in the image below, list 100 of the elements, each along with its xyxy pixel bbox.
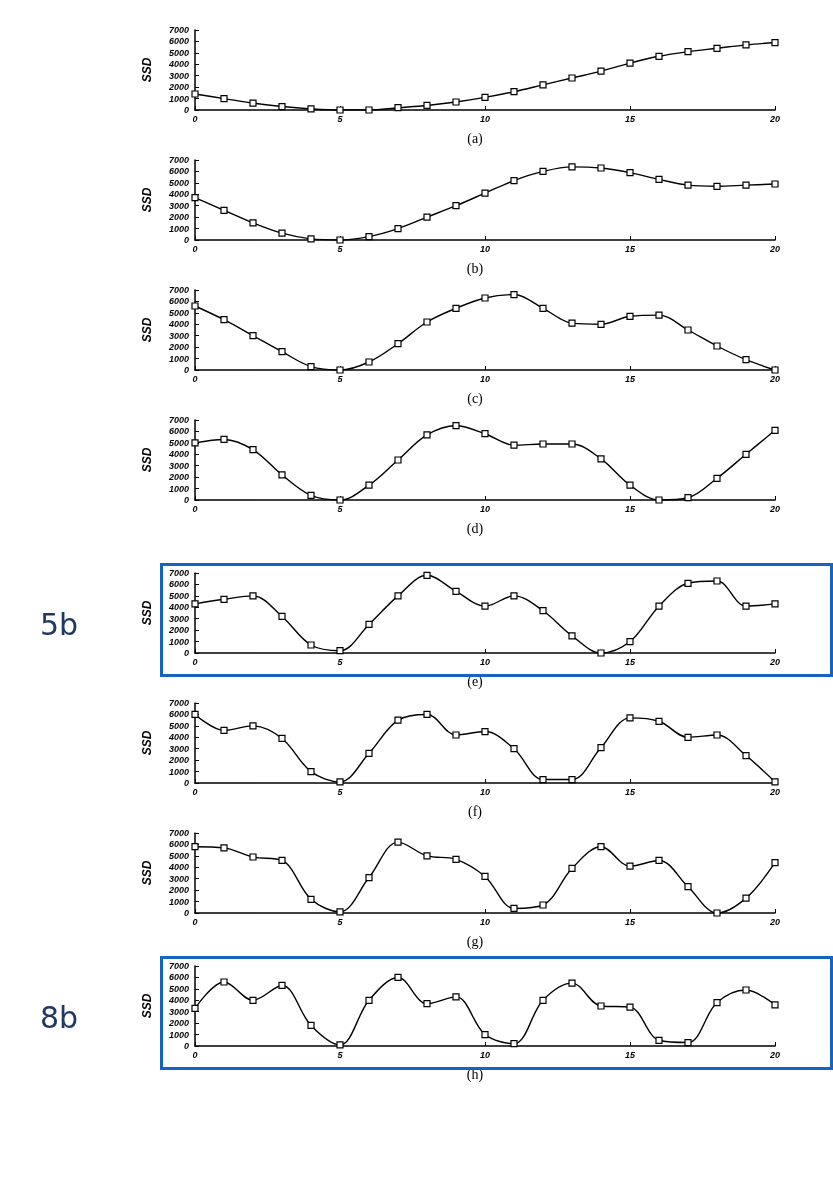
point xyxy=(597,320,605,328)
point xyxy=(713,182,721,190)
x-tick-label: 5 xyxy=(337,503,344,514)
point xyxy=(539,81,547,89)
point xyxy=(191,710,199,719)
point xyxy=(220,206,228,214)
point xyxy=(249,722,257,730)
x-tick-label: 0 xyxy=(192,656,198,667)
x-tick-label: 20 xyxy=(768,113,781,124)
y-tick-label: 3000 xyxy=(168,330,189,341)
point xyxy=(481,294,489,302)
point xyxy=(278,856,286,865)
x-tick-label: 0 xyxy=(192,243,198,254)
point xyxy=(365,996,373,1004)
x-tick-label: 5 xyxy=(337,243,344,254)
point xyxy=(249,996,257,1004)
point xyxy=(626,714,634,722)
x-tick-label: 0 xyxy=(192,1049,198,1060)
point xyxy=(626,481,634,489)
point xyxy=(336,106,344,114)
point xyxy=(452,855,460,863)
point xyxy=(684,181,692,189)
y-tick-label: 4000 xyxy=(167,59,189,70)
point xyxy=(771,778,779,786)
point xyxy=(626,1003,634,1011)
point xyxy=(278,612,286,621)
point xyxy=(771,1001,779,1009)
y-tick-label: 4000 xyxy=(167,449,189,460)
point xyxy=(539,440,547,448)
point xyxy=(481,93,489,102)
point xyxy=(191,302,199,310)
y-tick-label: 2000 xyxy=(167,342,189,353)
point xyxy=(452,993,460,1001)
point xyxy=(481,727,489,736)
y-tick-label: 4000 xyxy=(167,732,189,743)
point xyxy=(742,450,750,458)
point xyxy=(568,775,576,784)
point xyxy=(452,587,460,595)
point xyxy=(191,194,199,202)
point xyxy=(713,998,721,1007)
point xyxy=(307,641,315,649)
y-tick-label: 1000 xyxy=(168,223,189,234)
x-tick-label: 10 xyxy=(479,373,491,384)
point xyxy=(423,431,431,439)
point xyxy=(481,430,489,438)
point xyxy=(742,894,750,902)
point xyxy=(394,592,402,600)
point xyxy=(365,358,373,366)
y-tick-label: 1000 xyxy=(168,483,189,494)
y-tick-label: 6000 xyxy=(168,426,189,437)
point xyxy=(336,1041,344,1049)
point xyxy=(452,422,460,430)
y-tick-label: 5000 xyxy=(168,47,189,58)
y-tick-label: 3000 xyxy=(168,200,189,211)
point xyxy=(597,67,605,75)
point xyxy=(539,607,547,615)
point xyxy=(742,751,750,760)
point xyxy=(539,775,547,784)
point xyxy=(220,978,228,986)
x-tick-label: 15 xyxy=(624,786,636,797)
x-tick-label: 15 xyxy=(624,916,636,927)
y-tick-label: 6000 xyxy=(168,972,189,983)
x-tick-label: 10 xyxy=(479,243,491,254)
point xyxy=(655,717,663,725)
point xyxy=(191,600,199,608)
point xyxy=(220,844,228,852)
point xyxy=(307,1021,315,1030)
point xyxy=(249,99,257,107)
x-tick-label: 5 xyxy=(337,916,344,927)
point xyxy=(713,342,721,350)
text: (a) xyxy=(467,130,484,147)
point xyxy=(220,726,228,735)
y-tick-label: 7000 xyxy=(168,568,189,578)
point xyxy=(452,202,460,210)
point xyxy=(510,290,518,299)
point xyxy=(655,1036,663,1044)
y-tick-label: 6000 xyxy=(168,36,189,47)
point xyxy=(423,213,431,221)
text: 5b xyxy=(40,607,79,642)
y-tick-label: 7000 xyxy=(168,25,189,35)
y-tick-label: 4000 xyxy=(167,602,189,613)
point xyxy=(336,778,344,786)
point xyxy=(597,743,605,752)
point xyxy=(684,494,692,502)
point xyxy=(568,979,576,987)
y-tick-label: 0 xyxy=(183,778,189,788)
y-tick-label: 7000 xyxy=(168,415,189,425)
point xyxy=(655,52,663,60)
point xyxy=(278,102,286,111)
x-tick-label: 15 xyxy=(624,113,636,124)
x-tick-label: 5 xyxy=(337,786,344,797)
point xyxy=(452,731,460,739)
y-tick-label: 6000 xyxy=(168,839,189,850)
point xyxy=(307,491,315,500)
point xyxy=(220,316,228,324)
x-tick-label: 15 xyxy=(624,656,636,667)
point xyxy=(771,366,779,374)
point xyxy=(481,189,489,197)
point xyxy=(220,435,228,444)
point xyxy=(771,859,779,867)
